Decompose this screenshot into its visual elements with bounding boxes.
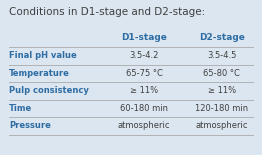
Text: Time: Time [9, 104, 32, 113]
Text: Final pH value: Final pH value [9, 51, 77, 60]
Text: atmospheric: atmospheric [195, 121, 248, 130]
Text: 3.5-4.2: 3.5-4.2 [129, 51, 159, 60]
Text: Temperature: Temperature [9, 69, 70, 78]
Text: Pulp consistency: Pulp consistency [9, 86, 89, 95]
Text: 65-80 °C: 65-80 °C [203, 69, 240, 78]
Text: ≥ 11%: ≥ 11% [208, 86, 236, 95]
Text: 120-180 min: 120-180 min [195, 104, 248, 113]
Text: atmospheric: atmospheric [118, 121, 170, 130]
Text: Conditions in D1-stage and D2-stage:: Conditions in D1-stage and D2-stage: [9, 7, 205, 18]
Text: 60-180 min: 60-180 min [120, 104, 168, 113]
Text: D2-stage: D2-stage [199, 33, 245, 42]
Text: Pressure: Pressure [9, 121, 51, 130]
Text: 3.5-4.5: 3.5-4.5 [207, 51, 236, 60]
Text: 65-75 °C: 65-75 °C [125, 69, 162, 78]
Text: D1-stage: D1-stage [121, 33, 167, 42]
Text: ≥ 11%: ≥ 11% [130, 86, 158, 95]
